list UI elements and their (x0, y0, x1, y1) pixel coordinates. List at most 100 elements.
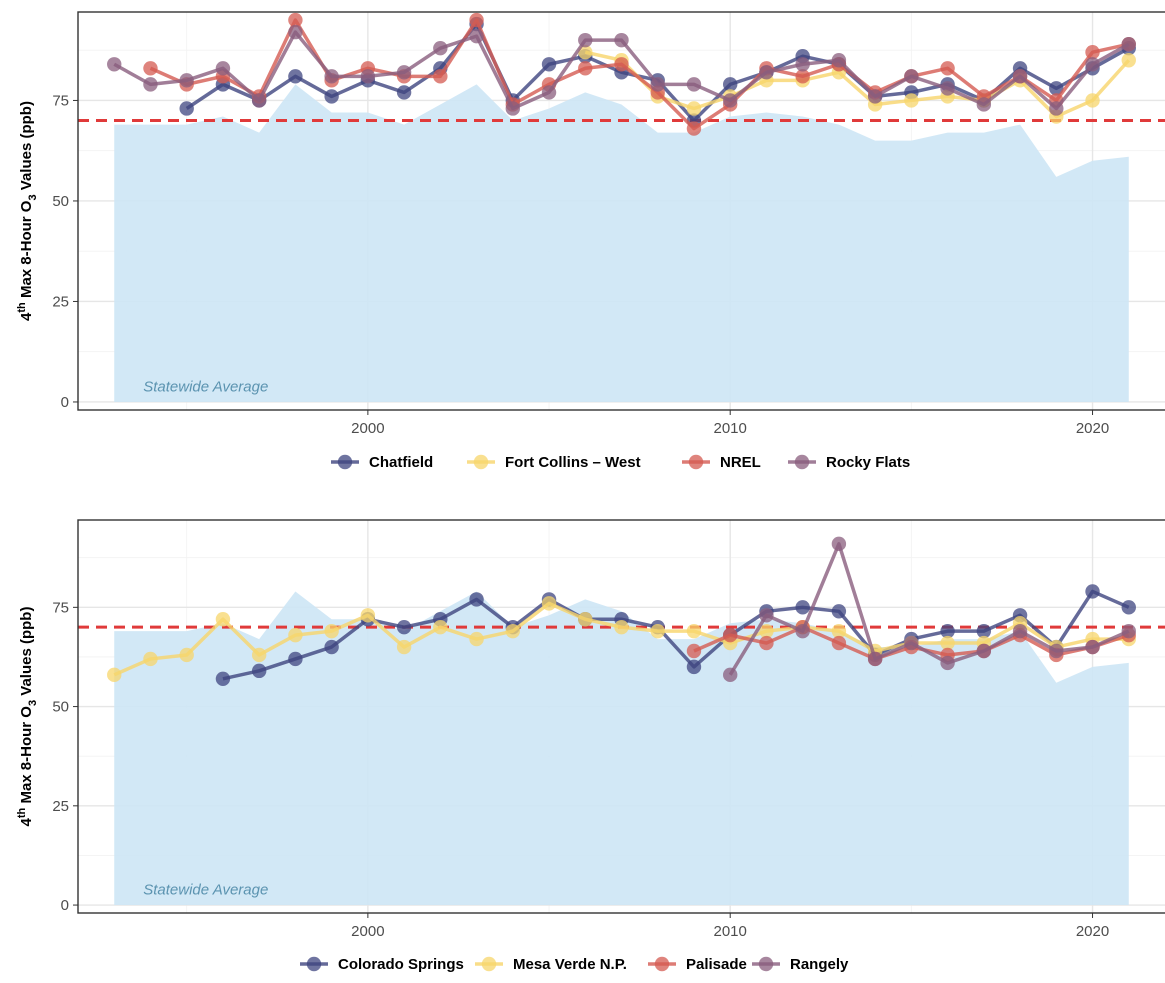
data-point (541, 85, 557, 100)
data-point (904, 93, 919, 108)
ylabel-part: 4 (18, 312, 35, 321)
data-point (614, 619, 629, 635)
data-point (143, 77, 158, 92)
data-point (360, 608, 376, 623)
data-point (505, 623, 520, 639)
x-tick-label: 2000 (351, 420, 384, 437)
statewide-average-area (114, 84, 1129, 402)
legend-label: Rocky Flats (826, 454, 910, 471)
data-point (396, 85, 412, 100)
data-point (469, 592, 484, 607)
x-tick-label: 2000 (351, 923, 384, 940)
legend-item-3: NREL (682, 454, 761, 471)
data-point (650, 623, 665, 639)
series-4 (723, 536, 1136, 683)
data-point (759, 608, 774, 623)
data-point (1085, 45, 1100, 60)
data-point (795, 600, 810, 615)
data-point (867, 89, 883, 104)
y-tick-label: 50 (52, 193, 69, 210)
x-tick-label: 2010 (714, 420, 747, 437)
legend-key-point (794, 454, 810, 470)
data-point (686, 623, 702, 639)
data-point (831, 604, 847, 619)
data-point (505, 101, 520, 116)
data-point (1121, 600, 1136, 615)
data-point (324, 69, 339, 84)
statewide-average-area (114, 591, 1129, 906)
legend-label: Rangely (790, 956, 849, 973)
legend-item-1: Colorado Springs (300, 956, 464, 973)
data-point (288, 12, 303, 28)
legend-panel-1: Chatfield Fort Collins – West NREL Rocky Fl… (331, 454, 910, 471)
legend-label: Colorado Springs (338, 956, 464, 973)
legend-item-3: Palisade (648, 956, 747, 973)
data-point (288, 69, 303, 84)
legend-key-point (688, 454, 704, 470)
legend-label: Mesa Verde N.P. (513, 956, 627, 973)
y-tick-label: 50 (52, 699, 69, 716)
data-point (759, 623, 774, 639)
series-4 (107, 24, 1136, 116)
data-point (107, 667, 122, 683)
legend-panel-2: Colorado Springs Mesa Verde N.P. Palisade R… (300, 956, 849, 973)
ylabel-part: Values (ppb) (18, 607, 35, 700)
data-point (1012, 69, 1028, 84)
data-point (940, 61, 955, 76)
data-point (686, 121, 702, 136)
ylabel-sub: 3 (27, 194, 39, 200)
data-point (867, 651, 883, 667)
x-tick-label: 2010 (714, 923, 747, 940)
plot-area: Statewide Average (78, 520, 1165, 913)
panel-1: Statewide Average 0 25 50 75 2000 2010 2020 4th … (16, 11, 1165, 471)
y-tick-label: 25 (52, 798, 69, 815)
data-point (723, 627, 738, 643)
data-point (976, 623, 992, 639)
legend-key-point (337, 454, 353, 470)
statewide-average-label: Statewide Average (143, 379, 268, 396)
ylabel-part: 4 (18, 817, 35, 826)
data-point (831, 53, 847, 68)
data-point (251, 93, 267, 108)
data-point (179, 101, 194, 116)
data-point (324, 89, 339, 104)
statewide-average-label: Statewide Average (143, 882, 268, 899)
data-point (723, 667, 738, 683)
series-line (584, 50, 1131, 119)
x-tick-label: 2020 (1076, 923, 1109, 940)
y-tick-label: 0 (61, 394, 69, 411)
panel-frame (77, 11, 1165, 411)
y-axis-label: 4th Max 8-Hour O3 Values (ppb) (16, 101, 39, 321)
data-point (179, 73, 194, 88)
panel-frame (77, 519, 1165, 914)
data-point (976, 643, 992, 659)
data-point (723, 93, 738, 108)
ylabel-part: Values (ppb) (18, 101, 35, 194)
legend-item-4: Rocky Flats (788, 454, 910, 471)
data-point (469, 28, 484, 44)
data-point (396, 619, 412, 635)
data-point (904, 635, 919, 651)
data-point (215, 671, 231, 686)
data-point (686, 101, 702, 116)
data-point (288, 651, 303, 667)
data-point (1085, 639, 1100, 655)
data-point (215, 61, 231, 76)
ylabel-sup: th (16, 807, 28, 818)
data-point (288, 24, 303, 40)
data-point (324, 623, 339, 639)
data-point (1085, 584, 1100, 599)
data-point (396, 65, 412, 80)
y-tick-label: 75 (52, 599, 69, 616)
data-point (288, 627, 303, 643)
data-point (541, 57, 557, 72)
y-tick-label: 25 (52, 293, 69, 310)
data-point (1121, 53, 1136, 68)
data-point (1049, 81, 1064, 96)
data-point (614, 32, 629, 48)
data-point (1085, 57, 1100, 72)
legend-label: Palisade (686, 956, 747, 973)
data-point (1121, 623, 1136, 639)
data-point (433, 69, 448, 84)
data-point (433, 619, 448, 635)
